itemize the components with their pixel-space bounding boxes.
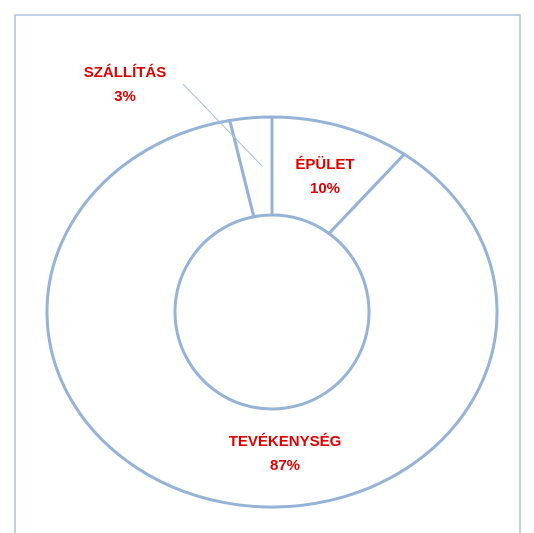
- donut-segment: [45, 118, 499, 509]
- leader-line: [182, 83, 263, 167]
- data-label-name: ÉPÜLET: [295, 156, 354, 173]
- data-label-name: SZÁLLÍTÁS: [84, 64, 167, 81]
- data-label-value: 87%: [270, 457, 300, 474]
- data-label-value: 10%: [310, 180, 340, 197]
- frame: [14, 14, 521, 533]
- donut-segment: [227, 115, 274, 219]
- data-label-value: 3%: [114, 88, 136, 105]
- data-label-name: TEVÉKENYSÉG: [229, 433, 342, 450]
